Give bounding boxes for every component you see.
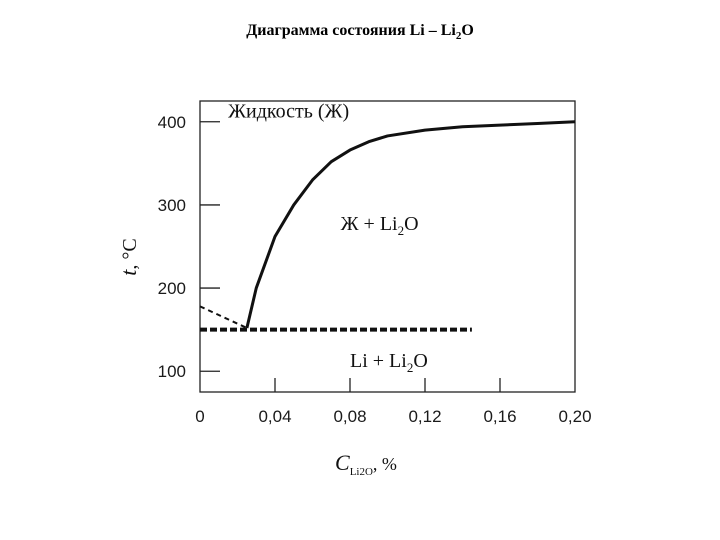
x-tick-label: 0,08 [333,407,366,426]
x-tick-label: 0,20 [558,407,591,426]
x-axis-ticks: 0 0,04 0,08 0,12 0,16 0,20 [195,378,592,426]
x-axis-title: CLi2O, % [335,450,397,478]
x-axis-unit: , % [373,454,397,474]
y-axis-symbol: t [116,269,141,276]
x-tick-label: 0 [195,407,204,426]
y-axis-title: t, °C [116,238,141,275]
y-tick-label: 200 [158,279,186,298]
x-axis-subscript: Li2O [350,466,373,478]
title-tail: O [461,22,474,39]
region-label: Жидкость (Ж) [228,101,349,123]
y-tick-label: 400 [158,113,186,132]
y-axis-ticks: 100 200 300 400 [158,113,220,381]
liquidus-curve [245,120,576,329]
y-tick-label: 300 [158,196,186,215]
region-label: Ж + Li2O [341,213,419,238]
plot-frame [199,100,576,393]
x-tick-label: 0,16 [483,407,516,426]
series-group [199,120,576,332]
y-axis-unit: , °C [119,238,141,269]
x-tick-label: 0,04 [258,407,291,426]
title-main: Диаграмма состояния Li – Li [246,22,456,39]
eutectic-branch-dashed [199,305,248,329]
x-axis-symbol: C [335,450,350,475]
diagram-title: Диаграмма состояния Li – Li2O [0,22,720,42]
title-subscript: 2 [455,30,462,43]
region-label: Li + Li2O [350,350,428,375]
region-labels: Жидкость (Ж) Ж + Li2O Li + Li2O [228,101,428,375]
y-tick-label: 100 [158,362,186,381]
x-tick-label: 0,12 [408,407,441,426]
